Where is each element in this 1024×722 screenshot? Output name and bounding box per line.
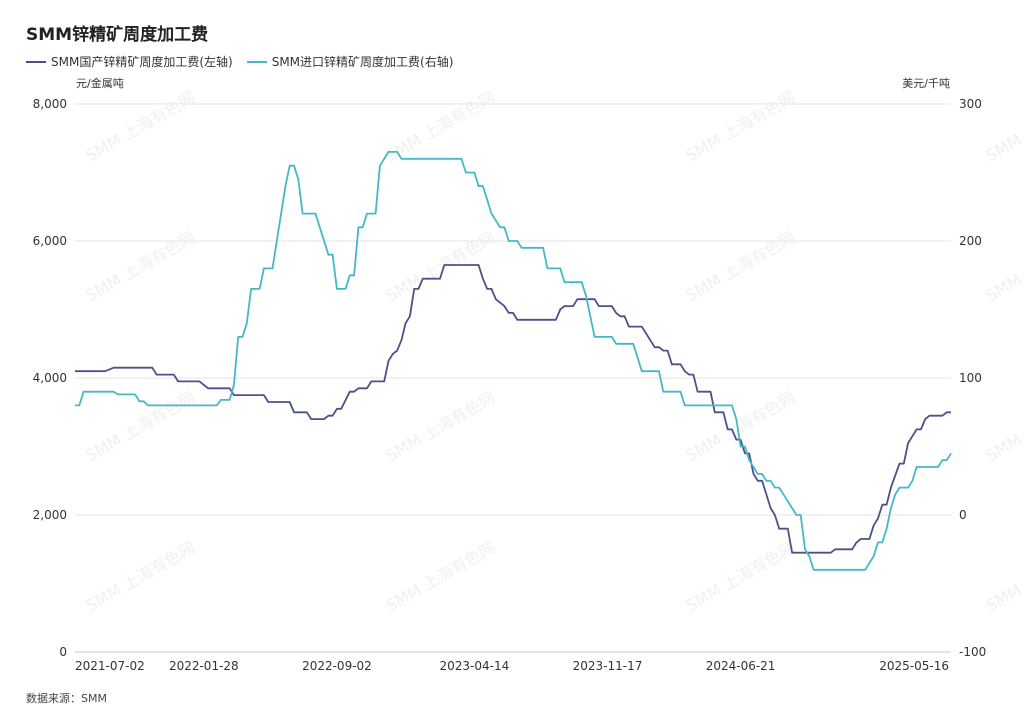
left-axis-tick-label: 4,000 bbox=[33, 371, 67, 385]
x-axis-tick-label: 2023-11-17 bbox=[573, 659, 643, 673]
watermark-text: SMM 上海有色网 bbox=[83, 538, 199, 616]
watermark-text: SMM 上海有色网 bbox=[383, 538, 499, 616]
x-axis-tick-label: 2022-01-28 bbox=[169, 659, 239, 673]
watermark-text: SMM 上海有色网 bbox=[383, 88, 499, 166]
chart-title: SMM锌精矿周度加工费 bbox=[26, 25, 209, 45]
legend: SMM国产锌精矿周度加工费(左轴) SMM进口锌精矿周度加工费(右轴) bbox=[26, 53, 453, 70]
x-axis-tick-label: 2025-05-16 bbox=[879, 659, 949, 673]
watermark-text: SMM 上海有色网 bbox=[983, 538, 1024, 616]
watermark-text: SMM 上海有色网 bbox=[683, 388, 799, 466]
series-line-imported bbox=[75, 151, 952, 571]
right-axis-tick-label: 100 bbox=[959, 371, 982, 385]
legend-label-domestic: SMM国产锌精矿周度加工费(左轴) bbox=[51, 55, 233, 69]
series-line-domestic bbox=[75, 264, 951, 554]
data-source: 数据来源：SMM bbox=[26, 692, 107, 705]
right-axis-tick-label: 200 bbox=[959, 234, 982, 248]
x-axis-tick-label: 2024-06-21 bbox=[706, 659, 776, 673]
series-lines bbox=[75, 151, 952, 571]
left-axis-unit: 元/金属吨 bbox=[76, 77, 124, 90]
right-axis-tick-label: 300 bbox=[959, 97, 982, 111]
left-axis-tick-label: 8,000 bbox=[33, 97, 67, 111]
watermark-text: SMM 上海有色网 bbox=[683, 538, 799, 616]
watermark-text: SMM 上海有色网 bbox=[983, 388, 1024, 466]
left-axis-tick-label: 2,000 bbox=[33, 508, 67, 522]
legend-swatch-imported bbox=[246, 60, 267, 63]
watermark-text: SMM 上海有色网 bbox=[83, 388, 199, 466]
watermark-text: SMM 上海有色网 bbox=[683, 228, 799, 306]
right-axis-tick-label: 0 bbox=[959, 508, 967, 522]
right-axis-tick-label: -100 bbox=[959, 645, 986, 659]
watermark-text: SMM 上海有色网 bbox=[83, 88, 199, 166]
right-axis-unit: 美元/千吨 bbox=[902, 77, 950, 90]
legend-swatch-domestic bbox=[26, 60, 46, 63]
watermark-text: SMM 上海有色网 bbox=[383, 228, 499, 306]
watermark-text: SMM 上海有色网 bbox=[983, 88, 1024, 166]
axes: 0 -100 2,000 0 4,000 100 6,000 200 8,000 300 2021-… bbox=[33, 97, 987, 673]
watermark-text: SMM 上海有色网 bbox=[383, 388, 499, 466]
watermark-text: SMM 上海有色网 bbox=[83, 228, 199, 306]
x-axis-tick-label: 2023-04-14 bbox=[439, 659, 509, 673]
left-axis-tick-label: 6,000 bbox=[33, 234, 67, 248]
left-axis-tick-label: 0 bbox=[59, 645, 67, 659]
watermark-text: SMM 上海有色网 bbox=[683, 88, 799, 166]
watermark-layer: SMM 上海有色网 SMM 上海有色网 SMM 上海有色网 SMM 上海有色网 SMM … bbox=[83, 88, 1024, 616]
watermark-text: SMM 上海有色网 bbox=[983, 228, 1024, 306]
x-axis-tick-label: 2022-09-02 bbox=[302, 659, 372, 673]
legend-item-domestic[interactable]: SMM国产锌精矿周度加工费(左轴) bbox=[26, 53, 233, 70]
legend-item-imported[interactable]: SMM进口锌精矿周度加工费(右轴) bbox=[246, 53, 454, 70]
x-axis-tick-label: 2021-07-02 bbox=[75, 659, 145, 673]
legend-label-imported: SMM进口锌精矿周度加工费(右轴) bbox=[271, 55, 454, 69]
